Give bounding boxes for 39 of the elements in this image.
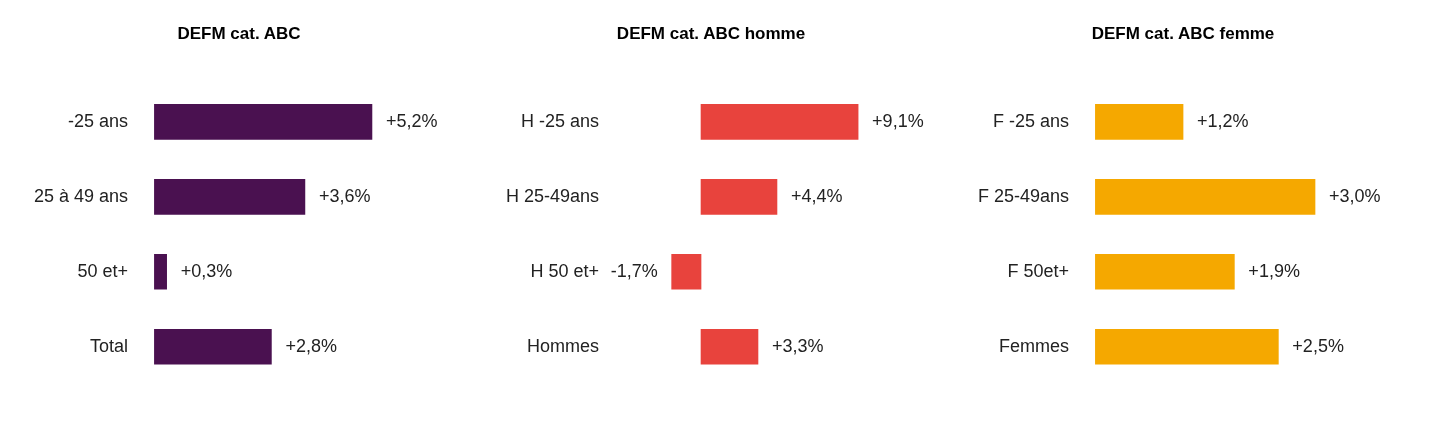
y-tick-label: Hommes (527, 335, 600, 356)
data-label: +0,3% (180, 260, 233, 281)
y-tick-label: Total (90, 335, 129, 356)
data-label: +1,9% (1248, 260, 1300, 281)
y-tick-label: F 25-49ans (977, 185, 1070, 206)
y-tick-label: H -25 ans (521, 110, 600, 131)
data-label: +5,2% (385, 110, 438, 131)
y-tick-label: -25 ans (68, 110, 129, 131)
data-label: +3,6% (318, 185, 371, 206)
bar (154, 104, 373, 140)
y-tick-label: 25 à 49 ans (34, 185, 129, 206)
bar (1095, 253, 1235, 290)
data-label: +2,5% (1292, 335, 1344, 356)
bar (700, 328, 759, 365)
data-label: +3,0% (1329, 185, 1381, 206)
chart-title: DEFM cat. ABC homme (616, 23, 806, 43)
y-tick-label: F -25 ans (993, 110, 1070, 131)
y-tick-label: H 50 et+ (530, 260, 600, 281)
data-label: +3,3% (771, 335, 824, 356)
y-tick-label: H 25-49ans (506, 185, 600, 206)
bar (154, 179, 306, 215)
bar (1095, 104, 1184, 140)
bar (700, 179, 778, 215)
data-label: -1,7% (610, 260, 658, 281)
bar (154, 328, 272, 365)
chart-title: DEFM cat. ABC femme (1091, 23, 1275, 43)
data-label: +2,8% (285, 335, 337, 356)
bar (154, 253, 167, 290)
bar (1095, 328, 1279, 365)
y-tick-label: Femmes (999, 335, 1070, 356)
data-label: +4,4% (790, 185, 843, 206)
bar (1095, 179, 1316, 215)
chart-title: DEFM cat. ABC (177, 23, 301, 43)
data-label: +1,2% (1197, 110, 1249, 131)
bar (700, 104, 859, 140)
data-label: +9,1% (872, 110, 924, 131)
y-tick-label: 50 et+ (77, 260, 129, 281)
y-tick-label: F 50et+ (1007, 260, 1070, 281)
bar (671, 253, 702, 290)
